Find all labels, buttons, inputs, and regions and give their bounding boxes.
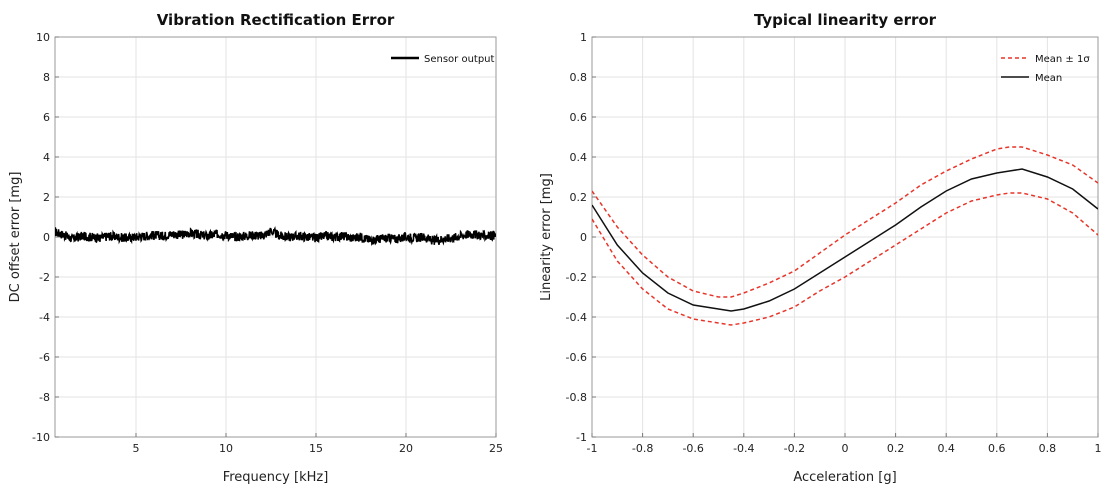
y-tick-label: 0.2 — [570, 191, 588, 204]
y-tick-label: 0.4 — [570, 151, 588, 164]
x-tick-label: 0.6 — [988, 442, 1006, 455]
chart-2: -1 -0.8 -0.6 -0.4 -0.2 0 0.2 0.4 0.6 0.8 1 -1 -0.8 -0… — [539, 11, 1102, 485]
series-line-1 — [592, 146, 1098, 298]
x-tick-label: 20 — [399, 442, 413, 455]
x-tick-label: 10 — [219, 442, 233, 455]
y-axis-title: Linearity error [mg] — [539, 173, 554, 301]
y-tick-label: 6 — [43, 111, 50, 124]
y-tick-label: 2 — [43, 191, 50, 204]
y-tick-label: -10 — [32, 431, 50, 444]
y-tick-label: -2 — [39, 271, 50, 284]
y-tick-label: 0.6 — [570, 111, 588, 124]
series-line-1 — [55, 225, 496, 246]
x-tick-label: -0.4 — [733, 442, 754, 455]
y-tick-label: -0.8 — [566, 391, 587, 404]
y-tick-label: 0.8 — [570, 71, 588, 84]
y-tick-label: 1 — [580, 31, 587, 44]
series-line-2 — [592, 168, 1098, 312]
x-tick-label: -0.6 — [682, 442, 703, 455]
legend-label: Sensor output — [424, 54, 495, 65]
y-tick-label: -4 — [39, 311, 50, 324]
y-tick-label: -0.4 — [566, 311, 587, 324]
chart-1: 5 10 15 20 25 -10 -8 -6 -4 -2 0 2 4 6 8 10 Vibration Rec… — [8, 11, 503, 485]
x-axis-title: Acceleration [g] — [793, 470, 896, 485]
x-tick-label: -0.2 — [784, 442, 805, 455]
legend-label: Mean ± 1σ — [1035, 54, 1090, 65]
series-line-3 — [592, 192, 1098, 326]
y-tick-label: -6 — [39, 351, 50, 364]
x-tick-label: 0.2 — [887, 442, 905, 455]
y-tick-label: 0 — [580, 231, 587, 244]
x-tick-label: 25 — [489, 442, 503, 455]
x-tick-label: 15 — [309, 442, 323, 455]
x-tick-label: -0.8 — [632, 442, 653, 455]
y-tick-label: 0 — [43, 231, 50, 244]
x-axis-title: Frequency [kHz] — [223, 470, 329, 485]
y-tick-label: -0.2 — [566, 271, 587, 284]
y-tick-label: -1 — [576, 431, 587, 444]
legend-label: Mean — [1035, 73, 1062, 84]
y-axis-title: DC offset error [mg] — [8, 172, 23, 303]
y-tick-label: 8 — [43, 71, 50, 84]
chart-title: Vibration Rectification Error — [157, 11, 395, 29]
x-tick-label: 0 — [842, 442, 849, 455]
y-tick-label: 4 — [43, 151, 50, 164]
x-tick-label: 5 — [133, 442, 140, 455]
x-tick-label: 0.4 — [937, 442, 955, 455]
x-tick-label: 0.8 — [1039, 442, 1057, 455]
y-tick-label: -8 — [39, 391, 50, 404]
x-tick-label: 1 — [1095, 442, 1102, 455]
y-tick-label: 10 — [36, 31, 50, 44]
x-tick-label: -1 — [587, 442, 598, 455]
y-tick-label: -0.6 — [566, 351, 587, 364]
chart-title: Typical linearity error — [754, 11, 937, 29]
